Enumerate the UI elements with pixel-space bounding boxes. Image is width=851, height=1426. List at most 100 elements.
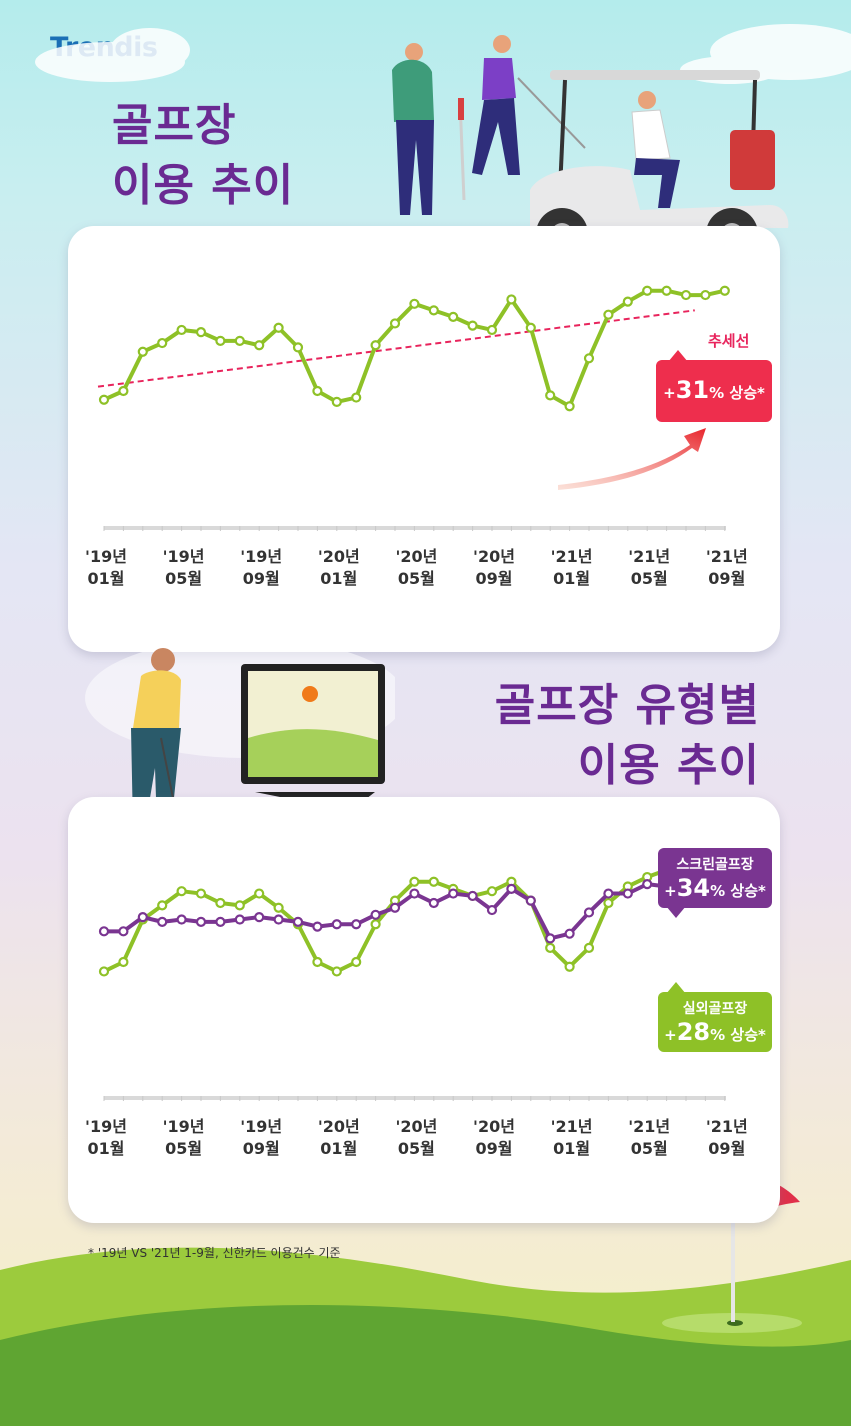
data-point xyxy=(118,385,129,397)
data-point xyxy=(254,888,265,899)
data-point xyxy=(661,285,672,296)
data-point xyxy=(234,335,245,346)
chart2-callout-screen-suffix: % 상승* xyxy=(710,882,766,900)
data-point xyxy=(234,900,245,911)
data-point xyxy=(370,919,381,930)
data-point xyxy=(273,322,284,333)
data-point xyxy=(564,928,575,939)
data-point xyxy=(680,289,692,301)
data-point xyxy=(389,902,401,913)
data-point xyxy=(312,956,323,968)
data-point xyxy=(564,401,575,412)
golfer-standing-icon xyxy=(392,43,466,215)
data-point xyxy=(409,876,420,887)
data-point xyxy=(583,942,595,953)
data-point xyxy=(622,296,633,307)
data-point xyxy=(98,926,110,937)
data-point xyxy=(583,353,595,364)
x-tick-label: '21년 09월 xyxy=(705,1117,748,1158)
data-point xyxy=(467,320,478,331)
data-point xyxy=(525,895,536,906)
data-point xyxy=(545,942,556,953)
data-point xyxy=(603,897,614,909)
data-point xyxy=(486,324,498,336)
data-point xyxy=(370,909,381,920)
x-tick-label: '19년 01월 xyxy=(85,1117,127,1158)
x-tick-label: '19년 09월 xyxy=(240,1117,283,1158)
data-point xyxy=(700,289,711,301)
data-point xyxy=(331,966,342,977)
data-point xyxy=(642,285,653,296)
data-point xyxy=(157,900,168,911)
data-point xyxy=(137,912,148,923)
data-point xyxy=(312,921,323,932)
data-point xyxy=(157,916,168,927)
data-point xyxy=(273,914,284,925)
data-point xyxy=(351,956,362,968)
x-tick-label: '20년 01월 xyxy=(317,547,360,588)
chart1-callout-prefix: + xyxy=(663,384,676,402)
data-point xyxy=(176,324,187,336)
data-point xyxy=(506,883,517,894)
x-tick-label: '20년 09월 xyxy=(473,1117,515,1158)
x-tick-label: '21년 01월 xyxy=(550,1117,593,1158)
data-point xyxy=(467,890,478,902)
x-tick-label: '21년 05월 xyxy=(628,547,671,588)
chart1-callout-suffix: % 상승* xyxy=(709,384,765,402)
callout-pointer-icon xyxy=(668,350,688,362)
x-tick-label: '19년 01월 xyxy=(85,547,127,588)
data-point xyxy=(428,897,439,909)
chart2-callout-screen-name: 스크린골프장 xyxy=(676,857,754,873)
data-point xyxy=(234,914,245,925)
section1-title-line1: 골프장 xyxy=(112,100,237,151)
chart2-callout-outdoor-name: 실외골프장 xyxy=(682,1001,748,1017)
data-point xyxy=(254,912,265,923)
data-point xyxy=(642,879,653,890)
data-point xyxy=(351,392,362,403)
data-point xyxy=(486,904,498,916)
tv-screen-icon xyxy=(241,664,385,806)
data-point xyxy=(622,888,633,899)
data-point xyxy=(719,285,730,296)
data-point xyxy=(273,902,284,913)
data-point xyxy=(545,390,556,401)
chart2-callout-screen-prefix: + xyxy=(664,882,677,900)
callout-pointer-icon xyxy=(666,982,686,994)
data-point xyxy=(545,933,556,944)
section1-title-line2: 이용 추이 xyxy=(112,160,295,211)
x-tick-label: '20년 09월 xyxy=(473,547,515,588)
data-point xyxy=(409,888,420,899)
x-tick-label: '20년 01월 xyxy=(317,1117,360,1158)
data-point xyxy=(292,342,304,353)
data-point xyxy=(98,394,110,405)
callout-pointer-icon xyxy=(666,906,686,918)
data-point xyxy=(215,335,226,346)
data-point xyxy=(351,919,362,930)
data-point xyxy=(118,956,129,968)
chart2-callout-screen-value: 34 xyxy=(676,874,711,902)
data-point xyxy=(215,916,226,927)
section2-title-line2: 이용 추이 xyxy=(577,740,760,791)
data-point xyxy=(428,305,439,316)
cloud-left xyxy=(35,28,190,82)
data-point xyxy=(215,897,226,909)
data-point xyxy=(448,888,459,899)
data-point xyxy=(176,886,187,897)
x-tick-label: '20년 05월 xyxy=(395,1117,438,1158)
data-point xyxy=(176,914,187,925)
data-point xyxy=(486,886,498,897)
chart2-callout-outdoor: 실외골프장 +28% 상승* xyxy=(658,982,772,1052)
hill-front xyxy=(0,1305,851,1426)
chart1-callout: +31% 상승* xyxy=(656,350,772,422)
trendline xyxy=(97,309,695,388)
data-point xyxy=(564,961,575,972)
x-tick-label: '21년 05월 xyxy=(628,1117,671,1158)
data-point xyxy=(118,926,129,937)
golfer-swinging-icon xyxy=(472,35,586,175)
chart2-callout-screen: 스크린골프장 +34% 상승* xyxy=(658,848,772,918)
section2-title-line1: 골프장 유형별 xyxy=(494,680,760,731)
data-point xyxy=(137,346,148,357)
chart1-callout-value: 31 xyxy=(675,376,710,404)
data-point xyxy=(254,340,265,351)
